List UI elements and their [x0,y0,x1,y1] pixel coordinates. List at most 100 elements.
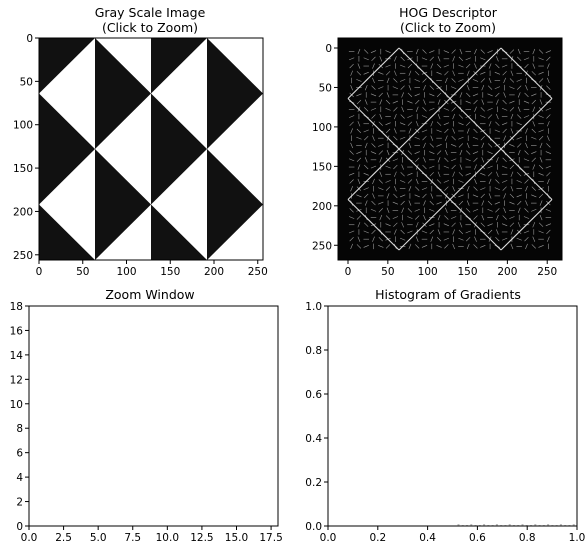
hog-cell-gradient [546,229,551,235]
hog-cell-gradient [494,86,501,90]
histogram-faint-bar [534,524,537,526]
hog-cell-gradient [459,164,463,170]
hog-cell-gradient [523,216,530,219]
hog-cell-gradient [415,222,419,228]
hog-cell-gradient [465,57,471,61]
hog-cell-gradient [501,165,508,169]
hog-cell-gradient [385,99,391,105]
hog-cell-gradient [525,142,528,149]
hog-cell-gradient [370,208,377,212]
hog-cell-gradient [502,99,507,105]
hog-cell-gradient [371,143,376,148]
hog-cell-gradient [401,207,404,213]
hog-cell-gradient [496,171,499,177]
hog-cell-gradient [378,71,384,75]
hog-cell-gradient [466,85,470,91]
hog-cell-gradient [415,48,419,55]
hog-cell-gradient [423,99,426,105]
hog-cell-gradient [516,194,522,198]
hog-cell-gradient [466,142,470,149]
hog-cell-gradient [531,194,537,198]
hog-cell-gradient [429,229,434,235]
hog-cell-gradient [372,135,375,141]
hog-cell-gradient [364,157,368,163]
hog-cell-gradient [385,165,391,169]
hog-cell-gradient [350,85,353,91]
hog-cell-gradient [451,164,456,170]
hog-cell-gradient [501,122,508,126]
hog-cell-gradient [517,200,522,206]
hog-cell-gradient [538,245,544,248]
histogram-faint-bar [457,524,460,526]
hog-cell-gradient [503,193,506,199]
grayscale-dark-triangle [39,149,95,205]
hog-cell-gradient [495,208,500,213]
hog-cell-gradient [394,186,397,192]
hog-cell-gradient [450,144,457,147]
hog-cell-gradient [370,151,377,154]
hog-cell-gradient [379,214,383,221]
hog-cell-gradient [363,172,369,176]
hog-cell-gradient [379,113,383,120]
hog-cell-gradient [399,122,406,126]
hog-cell-gradient [480,222,485,227]
zoom-axes-area[interactable] [29,306,278,526]
hog-cell-gradient [436,129,442,133]
hog-cell-gradient [401,164,404,170]
hog-cell-gradient [429,93,435,97]
hog-cell-gradient [429,208,435,212]
hog-cell-gradient [408,85,412,91]
hog-cell-gradient [466,92,471,98]
hog-cell-gradient [488,121,492,127]
hog-cell-gradient [370,93,377,97]
hog-image[interactable] [338,38,562,260]
hog-cell-gradient [421,115,428,118]
hog-cell-gradient [472,136,479,140]
hog-cell-gradient [452,70,455,76]
histogram-xtick-label: 0.8 [519,532,536,544]
hog-cell-gradient [401,92,404,98]
hog-cell-gradient [378,86,384,90]
hog-cell-gradient [379,99,383,105]
hog-cell-gradient [531,208,537,212]
hog-cell-gradient [357,63,361,69]
hog-cell-gradient [363,129,369,133]
grayscale-dark-triangle [207,93,263,149]
hog-cell-gradient [538,71,544,75]
hog-cell-gradient [437,171,441,177]
grayscale-image[interactable] [39,38,263,260]
hog-cell-gradient [487,223,493,227]
hog-cell-gradient [363,187,369,191]
hog-cell-gradient [450,86,457,90]
hog-xtick-label: 250 [537,266,557,278]
hog-cell-gradient [379,157,383,163]
hog-cell-gradient [465,230,471,234]
hog-cell-gradient [496,157,499,163]
hog-cell-gradient [348,216,355,219]
hog-cell-gradient [385,128,391,134]
histogram-x-axis: 0.0 0.2 0.4 0.6 0.8 1.0 [320,526,585,544]
zoom-xtick-label: 15.0 [225,532,248,544]
hog-cell-gradient [545,151,552,154]
zoom-ytick-label: 14 [10,350,24,362]
hog-edge-line [500,98,553,150]
hog-cell-gradient [488,178,492,185]
hog-cell-gradient [502,128,507,134]
hog-cell-gradient [429,151,435,154]
hog-axes-frame [337,37,563,261]
hog-panel: HOG Descriptor (Click to Zoom) 0 50 100 150… [312,5,563,278]
hog-cell-gradient [407,115,413,118]
hog-cell-gradient [385,244,391,249]
hog-cell-gradient [429,85,434,90]
hog-cell-gradient [487,208,493,212]
zoom-xtick-label: 10.0 [156,532,179,544]
hog-cell-gradient [488,193,492,199]
hog-cell-gradient [496,214,499,221]
hog-cell-gradient [452,128,455,134]
hog-cell-gradient [356,79,362,82]
histogram-axes-area[interactable] [328,306,577,526]
hog-cell-gradient [422,78,427,83]
hog-cell-gradient [437,214,441,221]
hog-cell-gradient [458,64,464,68]
hog-cell-gradient [465,158,471,162]
